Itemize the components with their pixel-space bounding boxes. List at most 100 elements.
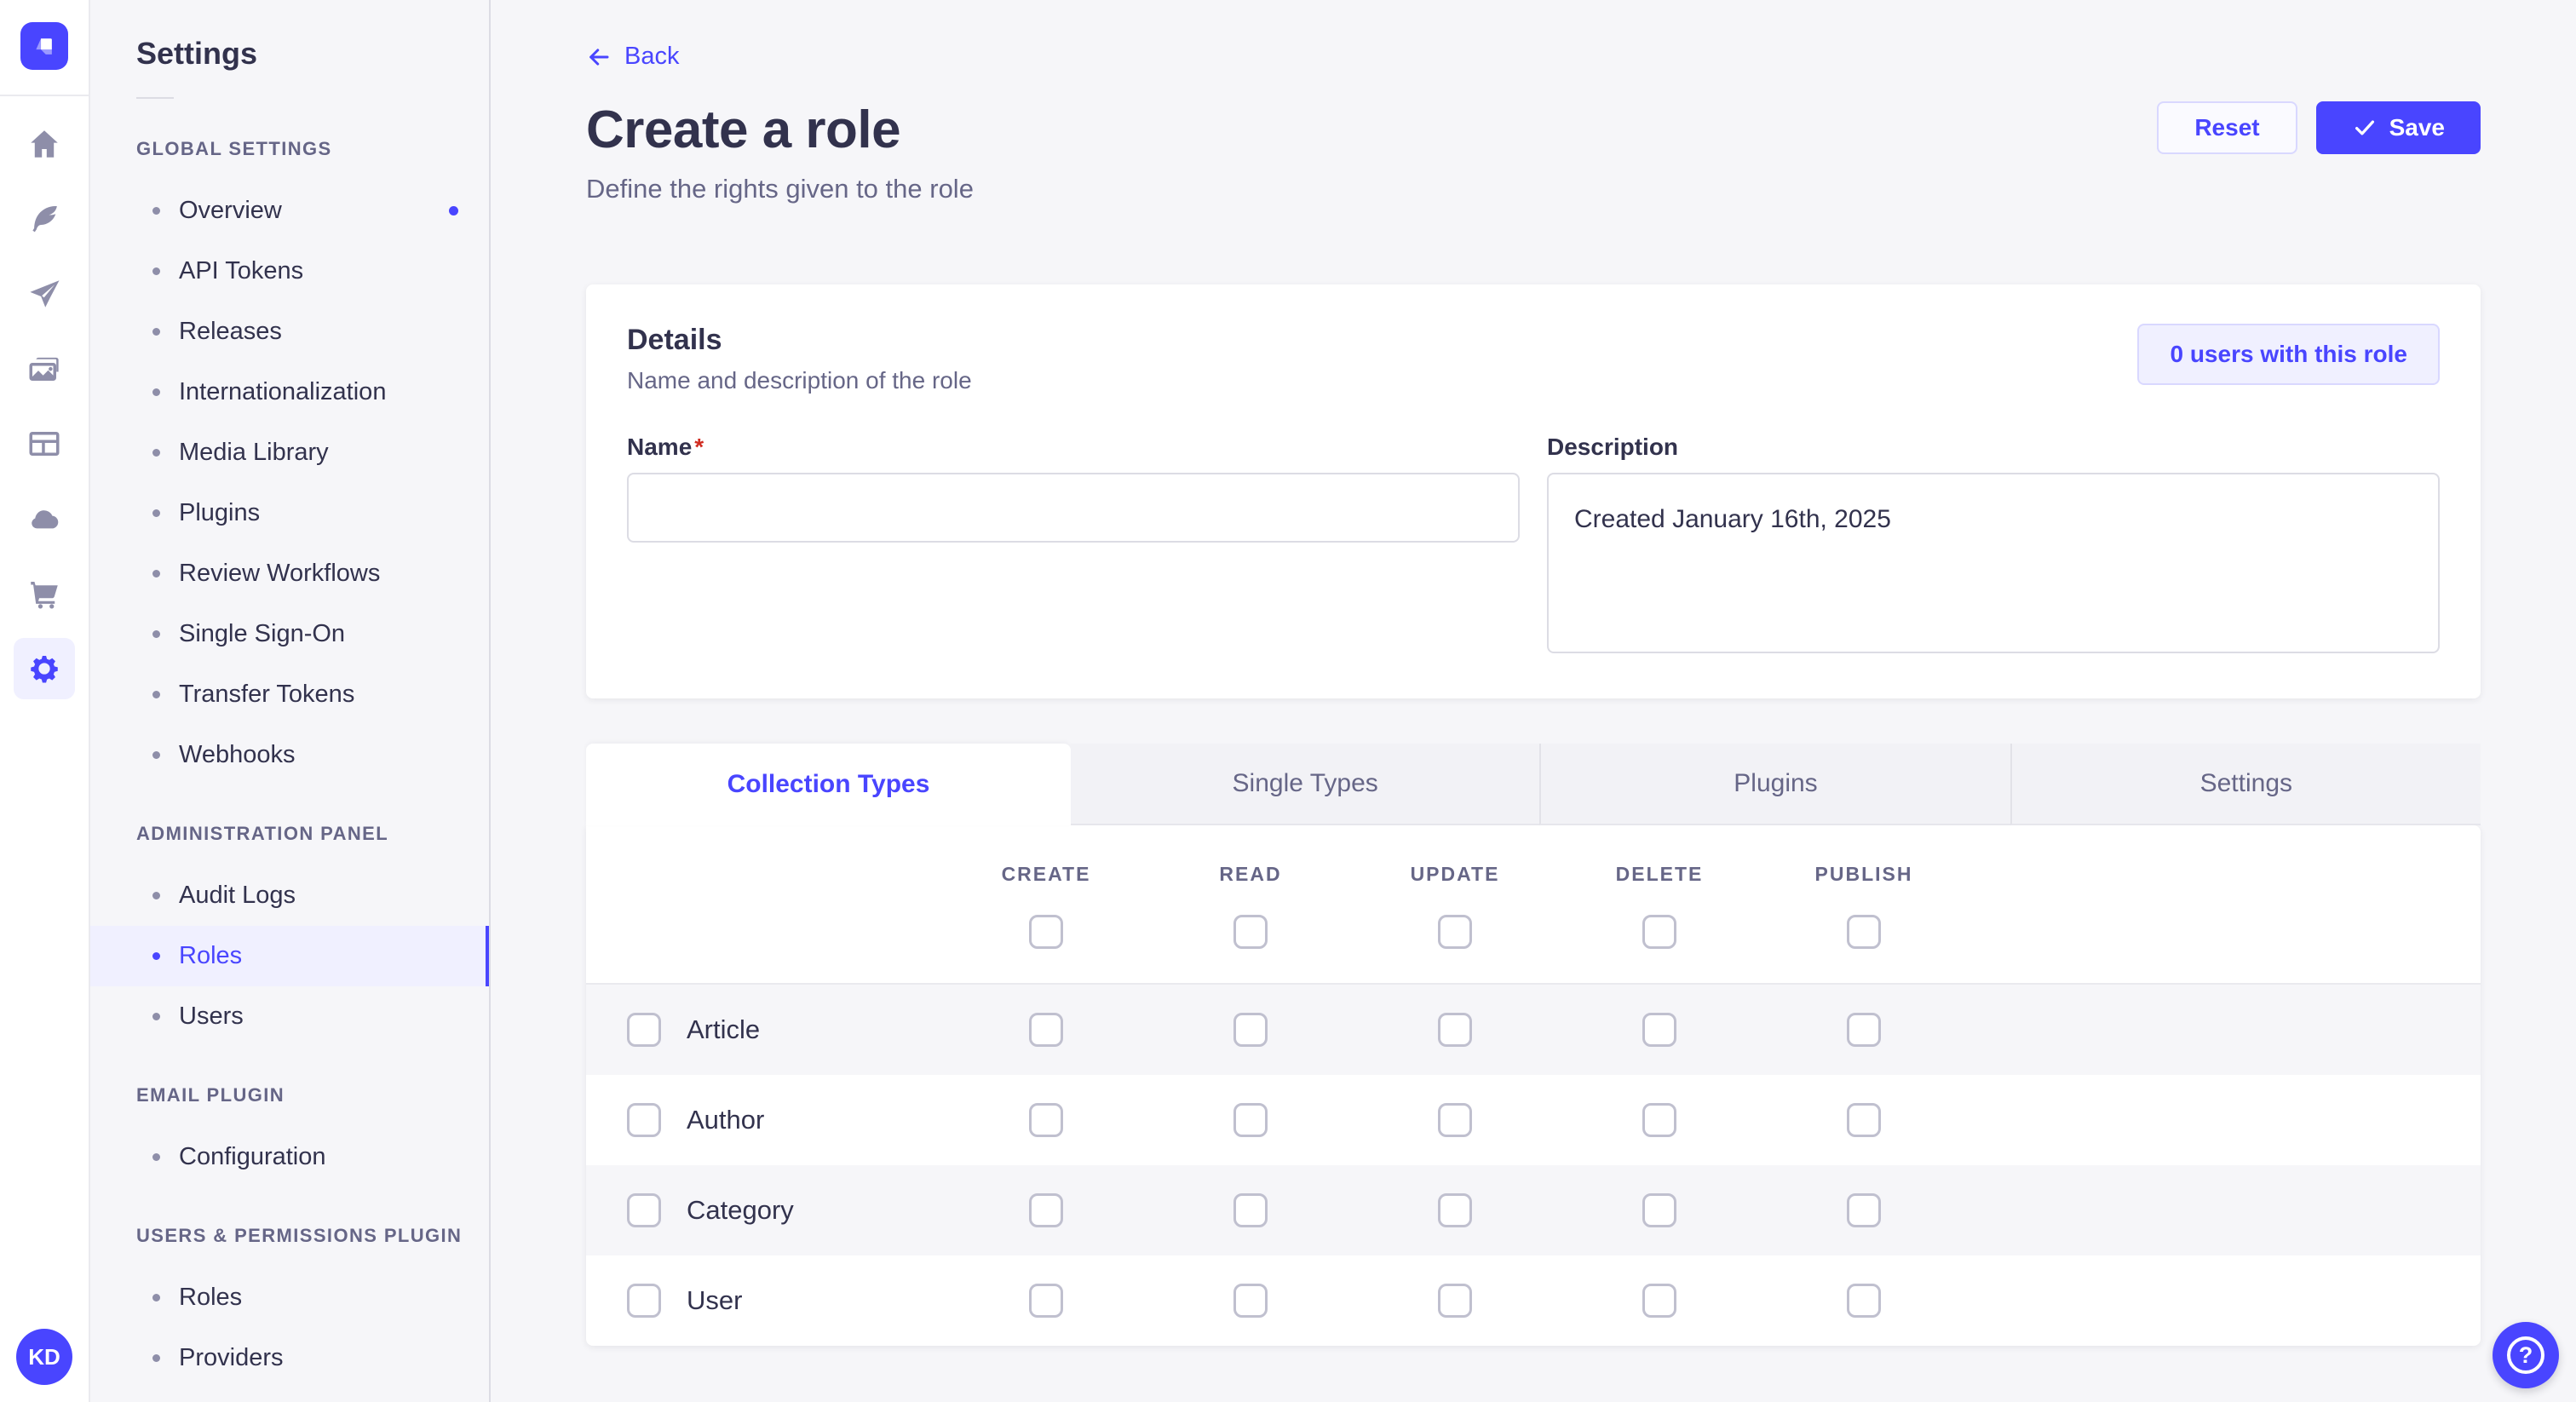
user-delete-checkbox[interactable] xyxy=(1642,1283,1676,1318)
cloud-icon[interactable] xyxy=(20,495,68,543)
section-email-plugin: EMAIL PLUGIN xyxy=(136,1084,285,1106)
administration-panel-list: Audit Logs Roles Users xyxy=(90,865,489,1047)
table-row-article: Article xyxy=(586,984,2481,1075)
main-content: Back Create a role Reset Save Define the… xyxy=(491,0,2576,1402)
strapi-logo[interactable] xyxy=(20,22,68,70)
subnav-title-divider xyxy=(136,97,174,99)
article-delete-checkbox[interactable] xyxy=(1642,1012,1676,1047)
category-create-checkbox[interactable] xyxy=(1029,1192,1063,1227)
column-publish: PUBLISH xyxy=(1814,862,1913,885)
help-button[interactable]: ? xyxy=(2493,1322,2559,1388)
tab-collection-types[interactable]: Collection Types xyxy=(586,743,1071,825)
sidebar-item-overview[interactable]: Overview xyxy=(90,181,489,241)
media-library-icon[interactable] xyxy=(20,345,68,393)
author-read-checkbox[interactable] xyxy=(1233,1102,1268,1137)
subnav-title: Settings xyxy=(136,36,258,71)
tab-settings[interactable]: Settings xyxy=(2010,743,2481,825)
author-create-checkbox[interactable] xyxy=(1029,1102,1063,1137)
details-subtitle: Name and description of the role xyxy=(627,366,972,394)
reset-button[interactable]: Reset xyxy=(2157,101,2297,154)
user-update-checkbox[interactable] xyxy=(1438,1283,1472,1318)
sidebar-item-configuration[interactable]: Configuration xyxy=(90,1127,489,1187)
users-permissions-list: Roles Providers xyxy=(90,1267,489,1388)
home-icon[interactable] xyxy=(20,120,68,168)
sidebar-item-roles-admin[interactable]: Roles xyxy=(90,926,489,986)
sidebar-item-roles-up[interactable]: Roles xyxy=(90,1267,489,1328)
bullet-icon xyxy=(152,207,160,215)
bullet-icon xyxy=(152,952,160,960)
select-all-publish-checkbox[interactable] xyxy=(1847,914,1881,949)
row-select-category-checkbox[interactable] xyxy=(627,1192,661,1227)
select-all-read-checkbox[interactable] xyxy=(1233,914,1268,949)
article-update-checkbox[interactable] xyxy=(1438,1012,1472,1047)
bullet-icon xyxy=(152,570,160,577)
user-publish-checkbox[interactable] xyxy=(1847,1283,1881,1318)
table-row-author: Author xyxy=(586,1075,2481,1165)
feather-icon[interactable] xyxy=(20,195,68,243)
cart-icon[interactable] xyxy=(20,570,68,618)
row-select-author-checkbox[interactable] xyxy=(627,1102,661,1137)
paper-plane-icon[interactable] xyxy=(20,270,68,318)
author-delete-checkbox[interactable] xyxy=(1642,1102,1676,1137)
row-select-article-checkbox[interactable] xyxy=(627,1012,661,1047)
section-administration-panel: ADMINISTRATION PANEL xyxy=(136,823,389,844)
column-delete: DELETE xyxy=(1615,862,1704,885)
author-update-checkbox[interactable] xyxy=(1438,1102,1472,1137)
sidebar-item-single-sign-on[interactable]: Single Sign-On xyxy=(90,604,489,664)
user-avatar[interactable]: KD xyxy=(16,1329,72,1385)
category-publish-checkbox[interactable] xyxy=(1847,1192,1881,1227)
tab-plugins[interactable]: Plugins xyxy=(1539,743,2010,825)
sidebar-item-api-tokens[interactable]: API Tokens xyxy=(90,241,489,302)
users-with-role-button[interactable]: 0 users with this role xyxy=(2137,323,2440,385)
tab-single-types[interactable]: Single Types xyxy=(1071,743,1540,825)
category-update-checkbox[interactable] xyxy=(1438,1192,1472,1227)
select-all-delete-checkbox[interactable] xyxy=(1642,914,1676,949)
article-create-checkbox[interactable] xyxy=(1029,1012,1063,1047)
sidebar-item-providers[interactable]: Providers xyxy=(90,1328,489,1388)
column-update: UPDATE xyxy=(1410,862,1500,885)
permissions-tabs: Collection Types Single Types Plugins Se… xyxy=(586,743,2481,825)
article-publish-checkbox[interactable] xyxy=(1847,1012,1881,1047)
sidebar-item-audit-logs[interactable]: Audit Logs xyxy=(90,865,489,926)
description-label: Description xyxy=(1547,433,1679,460)
table-row-category: Category xyxy=(586,1164,2481,1255)
row-select-user-checkbox[interactable] xyxy=(627,1283,661,1318)
layout-icon[interactable] xyxy=(20,420,68,468)
sidebar-item-users[interactable]: Users xyxy=(90,986,489,1047)
permissions-table: CREATE READ UPDATE DELETE PUBLISH Articl… xyxy=(586,825,2481,1346)
select-all-create-checkbox[interactable] xyxy=(1029,914,1063,949)
bullet-icon xyxy=(152,509,160,517)
select-all-update-checkbox[interactable] xyxy=(1438,914,1472,949)
bullet-icon xyxy=(152,388,160,396)
gear-icon[interactable] xyxy=(14,638,75,699)
name-field[interactable] xyxy=(627,472,1520,543)
name-label: Name * xyxy=(627,433,704,460)
sidebar-item-transfer-tokens[interactable]: Transfer Tokens xyxy=(90,664,489,725)
author-publish-checkbox[interactable] xyxy=(1847,1102,1881,1137)
column-read: READ xyxy=(1219,862,1282,885)
table-row-user: User xyxy=(586,1255,2481,1346)
save-button[interactable]: Save xyxy=(2315,101,2481,154)
bullet-icon xyxy=(152,1294,160,1301)
arrow-left-icon xyxy=(589,48,609,66)
sidebar-item-review-workflows[interactable]: Review Workflows xyxy=(90,543,489,604)
sidebar-item-internationalization[interactable]: Internationalization xyxy=(90,362,489,422)
article-read-checkbox[interactable] xyxy=(1233,1012,1268,1047)
question-mark-icon: ? xyxy=(2507,1336,2544,1374)
permissions-header-row: CREATE READ UPDATE DELETE PUBLISH xyxy=(586,825,2481,985)
back-link[interactable]: Back xyxy=(586,43,679,71)
category-delete-checkbox[interactable] xyxy=(1642,1192,1676,1227)
sidebar-item-media-library[interactable]: Media Library xyxy=(90,422,489,483)
sidebar-item-plugins[interactable]: Plugins xyxy=(90,483,489,543)
bullet-icon xyxy=(152,267,160,275)
section-global-settings: GLOBAL SETTINGS xyxy=(136,138,332,159)
sidebar-item-webhooks[interactable]: Webhooks xyxy=(90,725,489,785)
nav-divider xyxy=(0,95,89,96)
sidebar-item-releases[interactable]: Releases xyxy=(90,302,489,362)
user-read-checkbox[interactable] xyxy=(1233,1283,1268,1318)
user-create-checkbox[interactable] xyxy=(1029,1283,1063,1318)
category-read-checkbox[interactable] xyxy=(1233,1192,1268,1227)
description-field[interactable]: Created January 16th, 2025 xyxy=(1547,472,2440,653)
strapi-logo-glyph xyxy=(36,38,52,55)
